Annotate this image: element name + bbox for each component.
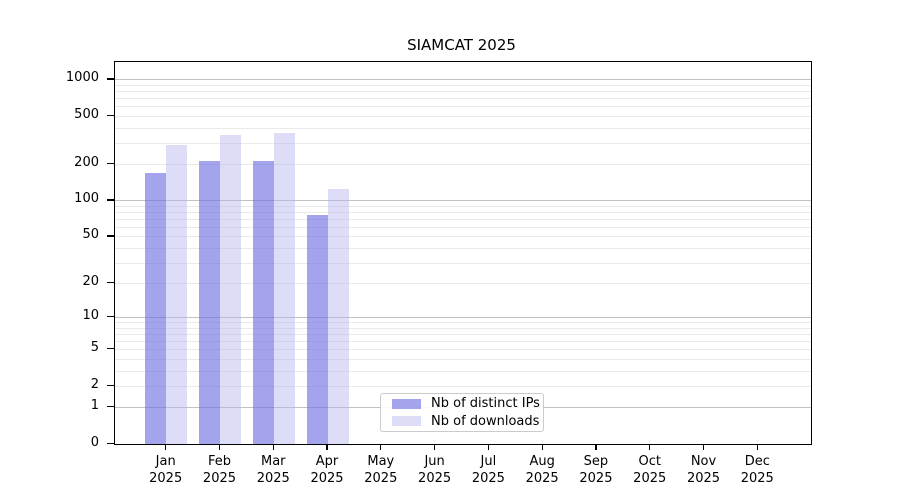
x-tick-label-feb: Feb 2025 bbox=[179, 453, 259, 487]
bar-apr-downloads bbox=[327, 189, 349, 444]
month-label: Jun bbox=[424, 454, 445, 469]
legend-swatch-distinct-ips bbox=[392, 398, 421, 409]
bar-jan-distinct-ips bbox=[145, 172, 167, 444]
x-tick-jan bbox=[165, 443, 167, 450]
x-tick-label-aug: Aug 2025 bbox=[502, 453, 582, 487]
year-label: 2025 bbox=[364, 471, 398, 486]
y-tick-1000 bbox=[106, 78, 114, 80]
x-tick-aug bbox=[541, 443, 543, 450]
legend: Nb of distinct IPs Nb of downloads bbox=[380, 393, 544, 432]
y-tick-label-50: 50 bbox=[82, 227, 99, 243]
x-tick-dec bbox=[756, 443, 758, 450]
minor-gridline-400 bbox=[114, 127, 811, 129]
y-tick-500 bbox=[106, 114, 114, 117]
year-label: 2025 bbox=[149, 471, 183, 486]
y-tick-20 bbox=[106, 282, 114, 284]
legend-label-downloads: Nb of downloads bbox=[431, 413, 540, 429]
month-label: Feb bbox=[207, 454, 231, 469]
x-tick-label-oct: Oct 2025 bbox=[610, 453, 690, 487]
minor-gridline-300 bbox=[114, 142, 811, 144]
bar-feb-downloads bbox=[220, 134, 242, 444]
y-tick-200 bbox=[106, 163, 114, 165]
legend-item-distinct-ips: Nb of distinct IPs bbox=[392, 396, 543, 411]
y-tick-label-5: 5 bbox=[90, 340, 99, 356]
year-label: 2025 bbox=[310, 471, 344, 486]
legend-item-downloads: Nb of downloads bbox=[392, 414, 543, 429]
y-tick-label-20: 20 bbox=[82, 274, 99, 290]
year-label: 2025 bbox=[740, 471, 774, 486]
minor-gridline-700 bbox=[114, 98, 811, 100]
year-label: 2025 bbox=[633, 471, 667, 486]
year-label: 2025 bbox=[525, 471, 559, 486]
y-tick-2 bbox=[106, 384, 114, 386]
y-tick-5 bbox=[106, 348, 114, 350]
y-tick-label-10: 10 bbox=[82, 308, 99, 324]
y-tick-0 bbox=[106, 442, 114, 444]
major-gridline-1000 bbox=[114, 79, 811, 81]
minor-gridline-600 bbox=[114, 106, 811, 108]
x-tick-feb bbox=[218, 443, 221, 450]
bar-mar-distinct-ips bbox=[252, 161, 274, 444]
month-label: May bbox=[367, 454, 395, 469]
x-tick-oct bbox=[649, 443, 651, 450]
month-label: Nov bbox=[690, 454, 717, 469]
y-tick-10 bbox=[106, 316, 114, 318]
year-label: 2025 bbox=[579, 471, 613, 486]
bar-mar-downloads bbox=[273, 133, 295, 444]
x-tick-jun bbox=[434, 443, 436, 450]
month-label: Oct bbox=[638, 454, 661, 469]
y-tick-1 bbox=[106, 406, 114, 408]
x-tick-label-sep: Sep 2025 bbox=[556, 453, 636, 487]
x-tick-jul bbox=[487, 443, 489, 450]
x-tick-label-jun: Jun 2025 bbox=[395, 453, 475, 487]
x-tick-label-dec: Dec 2025 bbox=[717, 453, 797, 487]
x-tick-label-jan: Jan 2025 bbox=[126, 453, 206, 487]
y-tick-label-1: 1 bbox=[90, 398, 99, 414]
bar-feb-distinct-ips bbox=[199, 161, 221, 444]
y-tick-label-0: 0 bbox=[90, 434, 99, 450]
y-tick-label-1000: 1000 bbox=[65, 70, 99, 86]
month-label: Jan bbox=[155, 454, 176, 469]
legend-swatch-downloads bbox=[392, 416, 421, 427]
y-tick-label-100: 100 bbox=[74, 191, 99, 207]
month-label: Apr bbox=[315, 454, 339, 469]
year-label: 2025 bbox=[202, 471, 237, 486]
plot-area: Nb of distinct IPs Nb of downloads bbox=[113, 61, 812, 445]
x-tick-label-jul: Jul 2025 bbox=[448, 453, 528, 487]
x-tick-nov bbox=[702, 443, 705, 450]
x-tick-apr bbox=[326, 443, 328, 450]
y-tick-label-2: 2 bbox=[90, 376, 99, 392]
year-label: 2025 bbox=[686, 471, 721, 486]
x-tick-label-nov: Nov 2025 bbox=[664, 453, 744, 487]
year-label: 2025 bbox=[256, 471, 290, 486]
minor-gridline-900 bbox=[114, 84, 811, 86]
x-tick-label-may: May 2025 bbox=[341, 453, 421, 487]
y-tick-label-200: 200 bbox=[74, 155, 99, 171]
minor-gridline-500 bbox=[114, 115, 811, 117]
y-tick-50 bbox=[106, 235, 114, 237]
legend-label-distinct-ips: Nb of distinct IPs bbox=[431, 396, 540, 412]
year-label: 2025 bbox=[418, 471, 452, 486]
month-label: Sep bbox=[583, 454, 609, 469]
minor-gridline-800 bbox=[114, 91, 811, 93]
month-label: Dec bbox=[744, 454, 770, 469]
bar-apr-distinct-ips bbox=[306, 214, 328, 444]
x-tick-label-apr: Apr 2025 bbox=[287, 453, 367, 487]
bar-jan-downloads bbox=[166, 144, 188, 444]
x-tick-sep bbox=[595, 443, 597, 450]
y-tick-100 bbox=[106, 199, 114, 201]
chart-title: SIAMCAT 2025 bbox=[407, 36, 516, 54]
x-tick-label-mar: Mar 2025 bbox=[233, 453, 313, 487]
y-tick-label-500: 500 bbox=[74, 106, 99, 122]
month-label: Jul bbox=[480, 454, 497, 469]
x-tick-may bbox=[380, 443, 382, 450]
month-label: Mar bbox=[260, 454, 286, 469]
x-tick-mar bbox=[272, 443, 274, 450]
year-label: 2025 bbox=[471, 471, 505, 486]
month-label: Aug bbox=[529, 454, 555, 469]
